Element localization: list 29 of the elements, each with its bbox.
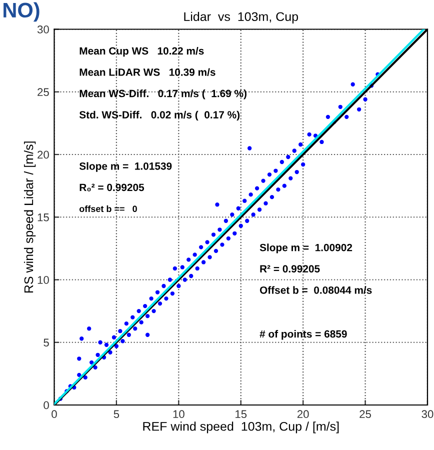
chart-title: Lidar vs 103m, Cup: [184, 12, 298, 24]
x-tick-label: 20: [297, 410, 309, 418]
y-tick-label: 20: [38, 150, 49, 159]
x-tick-label: 5: [114, 410, 120, 418]
y-tick-label: 10: [38, 276, 49, 284]
y-axis-title: RS wind speed Lidar / [m/s]: [24, 142, 36, 293]
annotation: Slope m = 1.00902: [260, 244, 352, 254]
x-tick-label: 10: [173, 410, 184, 418]
annotation: Mean WS-Diff. 0.17 m/s ( 1.69 %): [80, 90, 246, 100]
x-tick-label: 25: [360, 410, 371, 418]
annotation: offset b == 0: [79, 205, 137, 212]
annotation: # of points = 6859: [260, 330, 347, 340]
annotation: R₀² = 0.99205: [80, 184, 144, 192]
annotation: Mean LiDAR WS 10.39 m/s: [80, 68, 216, 76]
annotation: Offset b = 0.08044 m/s: [260, 286, 372, 294]
x-tick-label: 0: [52, 410, 57, 418]
y-tick-label: 30: [37, 26, 49, 34]
annotation: Slope m = 1.01539: [79, 162, 172, 172]
x-axis-title: REF wind speed 103m, Cup / [m/s]: [143, 422, 339, 434]
x-tick-label: 15: [236, 410, 247, 418]
text: NO): [4, 2, 40, 22]
y-tick-label: 0: [44, 401, 49, 410]
annotation: Mean Cup WS 10.22 m/s: [80, 46, 204, 57]
y-tick-label: 15: [38, 214, 49, 222]
annotation: Std. WS-Diff. 0.02 m/s ( 0.17 %): [79, 110, 240, 121]
y-tick-label: 5: [44, 338, 49, 347]
annotation: R² = 0.99205: [260, 265, 320, 273]
x-tick-label: 30: [422, 410, 434, 418]
y-tick-label: 25: [38, 88, 49, 96]
